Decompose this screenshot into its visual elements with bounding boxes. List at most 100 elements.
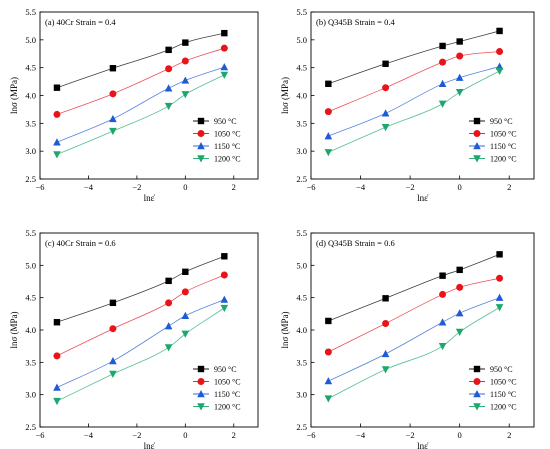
data-point <box>456 52 464 60</box>
fit-curve <box>328 277 500 353</box>
y-tick-label: 3.0 <box>296 390 307 400</box>
y-tick-label: 2.5 <box>25 174 36 184</box>
chart-panel-2: −6 −4 −2 0 2 2.5 3.0 3.5 4.0 4.5 5.0 5.5 lnε̇ lnσ (MP… <box>280 7 535 203</box>
x-tick-label: 0 <box>458 430 462 440</box>
legend-marker <box>197 403 205 411</box>
data-point <box>181 76 190 84</box>
y-tick-label: 3.5 <box>25 357 36 367</box>
y-tick-label: 4.5 <box>25 63 36 73</box>
series-3 <box>53 295 229 391</box>
x-tick-label: −6 <box>306 182 315 192</box>
data-point <box>495 67 504 76</box>
data-point <box>324 108 332 116</box>
legend-label: 1200 °C <box>490 155 517 164</box>
data-point <box>455 73 464 81</box>
data-point <box>109 65 117 72</box>
series-1 <box>325 27 503 88</box>
data-point <box>109 370 117 378</box>
fit-curve <box>328 30 500 85</box>
y-tick-label: 2.5 <box>25 422 36 432</box>
x-tick-label: −6 <box>35 182 44 192</box>
data-point <box>496 274 504 282</box>
legend-label: 950 °C <box>214 365 237 374</box>
y-tick-label: 5.5 <box>25 228 36 238</box>
data-point <box>109 357 117 365</box>
series-2 <box>53 271 228 360</box>
data-point <box>165 65 173 73</box>
legend-marker <box>197 390 205 398</box>
data-point <box>220 71 229 79</box>
series-2 <box>324 274 504 356</box>
fit-curve <box>328 307 500 399</box>
data-point <box>324 395 333 403</box>
series-2 <box>53 44 228 118</box>
x-tick-label: −4 <box>356 430 366 440</box>
data-point <box>109 114 117 123</box>
data-point <box>165 299 173 307</box>
y-tick-label: 5.5 <box>25 7 36 17</box>
data-point <box>456 266 463 274</box>
y-tick-label: 4.0 <box>25 325 36 335</box>
data-point <box>220 44 228 52</box>
data-point <box>456 38 463 45</box>
legend-label: 1050 °C <box>490 130 517 139</box>
data-point <box>382 320 390 328</box>
data-point <box>220 271 228 279</box>
y-tick-label: 3.0 <box>296 146 307 156</box>
fit-curve <box>328 70 500 153</box>
data-point <box>439 290 447 298</box>
y-tick-label: 5.0 <box>25 260 36 270</box>
legend-marker <box>197 130 205 137</box>
y-tick-label: 5.5 <box>296 228 307 238</box>
data-point <box>496 27 503 35</box>
legend-marker <box>197 155 205 163</box>
series-1 <box>53 253 228 326</box>
data-point <box>439 42 446 50</box>
data-point <box>221 29 228 37</box>
data-point <box>324 132 333 140</box>
data-point <box>109 299 117 307</box>
legend-label: 1150 °C <box>490 142 516 151</box>
data-point <box>438 79 447 88</box>
y-tick-label: 2.5 <box>296 422 307 432</box>
data-point <box>164 322 173 330</box>
series-4 <box>324 67 504 157</box>
data-point <box>381 109 390 117</box>
data-point <box>181 91 190 99</box>
data-point <box>439 272 446 279</box>
data-point <box>53 397 61 406</box>
legend-label: 1200 °C <box>214 403 241 412</box>
legend-marker <box>473 142 481 150</box>
legend-label: 1150 °C <box>214 142 240 151</box>
panel-title: (b) Q345B Strain = 0.4 <box>316 17 395 27</box>
data-point <box>495 293 504 301</box>
y-tick-label: 3.0 <box>25 146 36 156</box>
y-axis-label: lnσ (MPa) <box>9 77 19 114</box>
y-tick-label: 3.5 <box>25 118 36 128</box>
data-point <box>381 124 390 132</box>
data-point <box>53 319 61 326</box>
x-tick-label: −4 <box>84 182 94 192</box>
data-point <box>438 318 447 326</box>
legend-label: 1150 °C <box>490 390 516 399</box>
data-point <box>181 330 190 338</box>
legend-marker <box>197 142 205 150</box>
fit-curve <box>56 255 225 323</box>
chart-panel-4: −6 −4 −2 0 2 2.5 3.0 3.5 4.0 4.5 5.0 5.5 lnε̇ lnσ (MP… <box>280 228 535 449</box>
fit-curve <box>56 32 225 89</box>
data-point <box>164 84 173 92</box>
y-tick-label: 4.0 <box>296 325 307 335</box>
data-point <box>381 349 390 358</box>
data-point <box>109 90 117 98</box>
data-point <box>109 127 117 136</box>
series-4 <box>53 71 229 159</box>
x-tick-label: −4 <box>84 430 94 440</box>
x-tick-label: −6 <box>35 430 44 440</box>
series-3 <box>53 63 229 146</box>
data-point <box>324 377 333 385</box>
data-point <box>182 268 189 275</box>
data-point <box>53 110 61 118</box>
series-1 <box>325 251 503 325</box>
legend-marker <box>473 155 481 163</box>
data-point <box>109 325 117 333</box>
